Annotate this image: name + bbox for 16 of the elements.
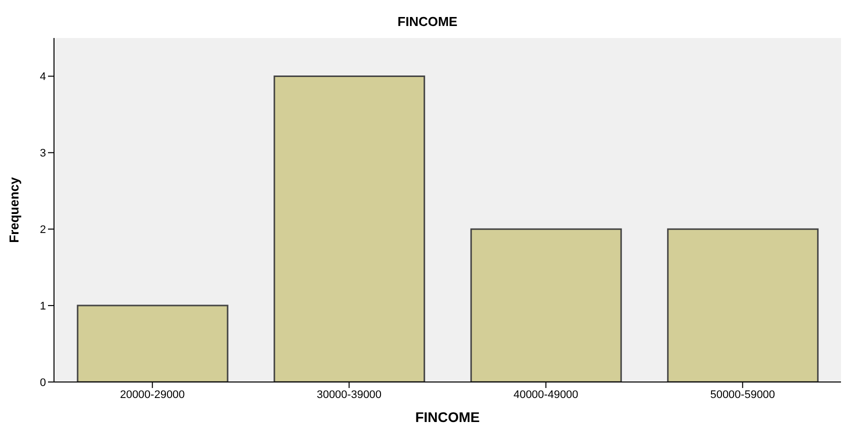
y-tick-label: 4 [40, 71, 46, 84]
bar [274, 75, 426, 382]
y-tick-label: 3 [40, 148, 46, 160]
chart-title: FINCOME [396, 13, 458, 31]
x-tick-label: 50000-59000 [710, 388, 776, 401]
y-axis-title: Frequency [6, 176, 22, 243]
bar [76, 304, 228, 382]
y-tick-label: 1 [40, 300, 46, 312]
x-tick-label: 20000-29000 [120, 388, 185, 401]
bar [470, 228, 622, 382]
y-tick-label: 2 [40, 224, 46, 236]
bar [667, 228, 819, 382]
x-tick-label: 30000-39000 [316, 388, 382, 401]
y-tick-label: 0 [40, 376, 46, 389]
x-tick-label: 40000-49000 [513, 388, 578, 401]
x-axis-title: FINCOME [415, 409, 480, 425]
